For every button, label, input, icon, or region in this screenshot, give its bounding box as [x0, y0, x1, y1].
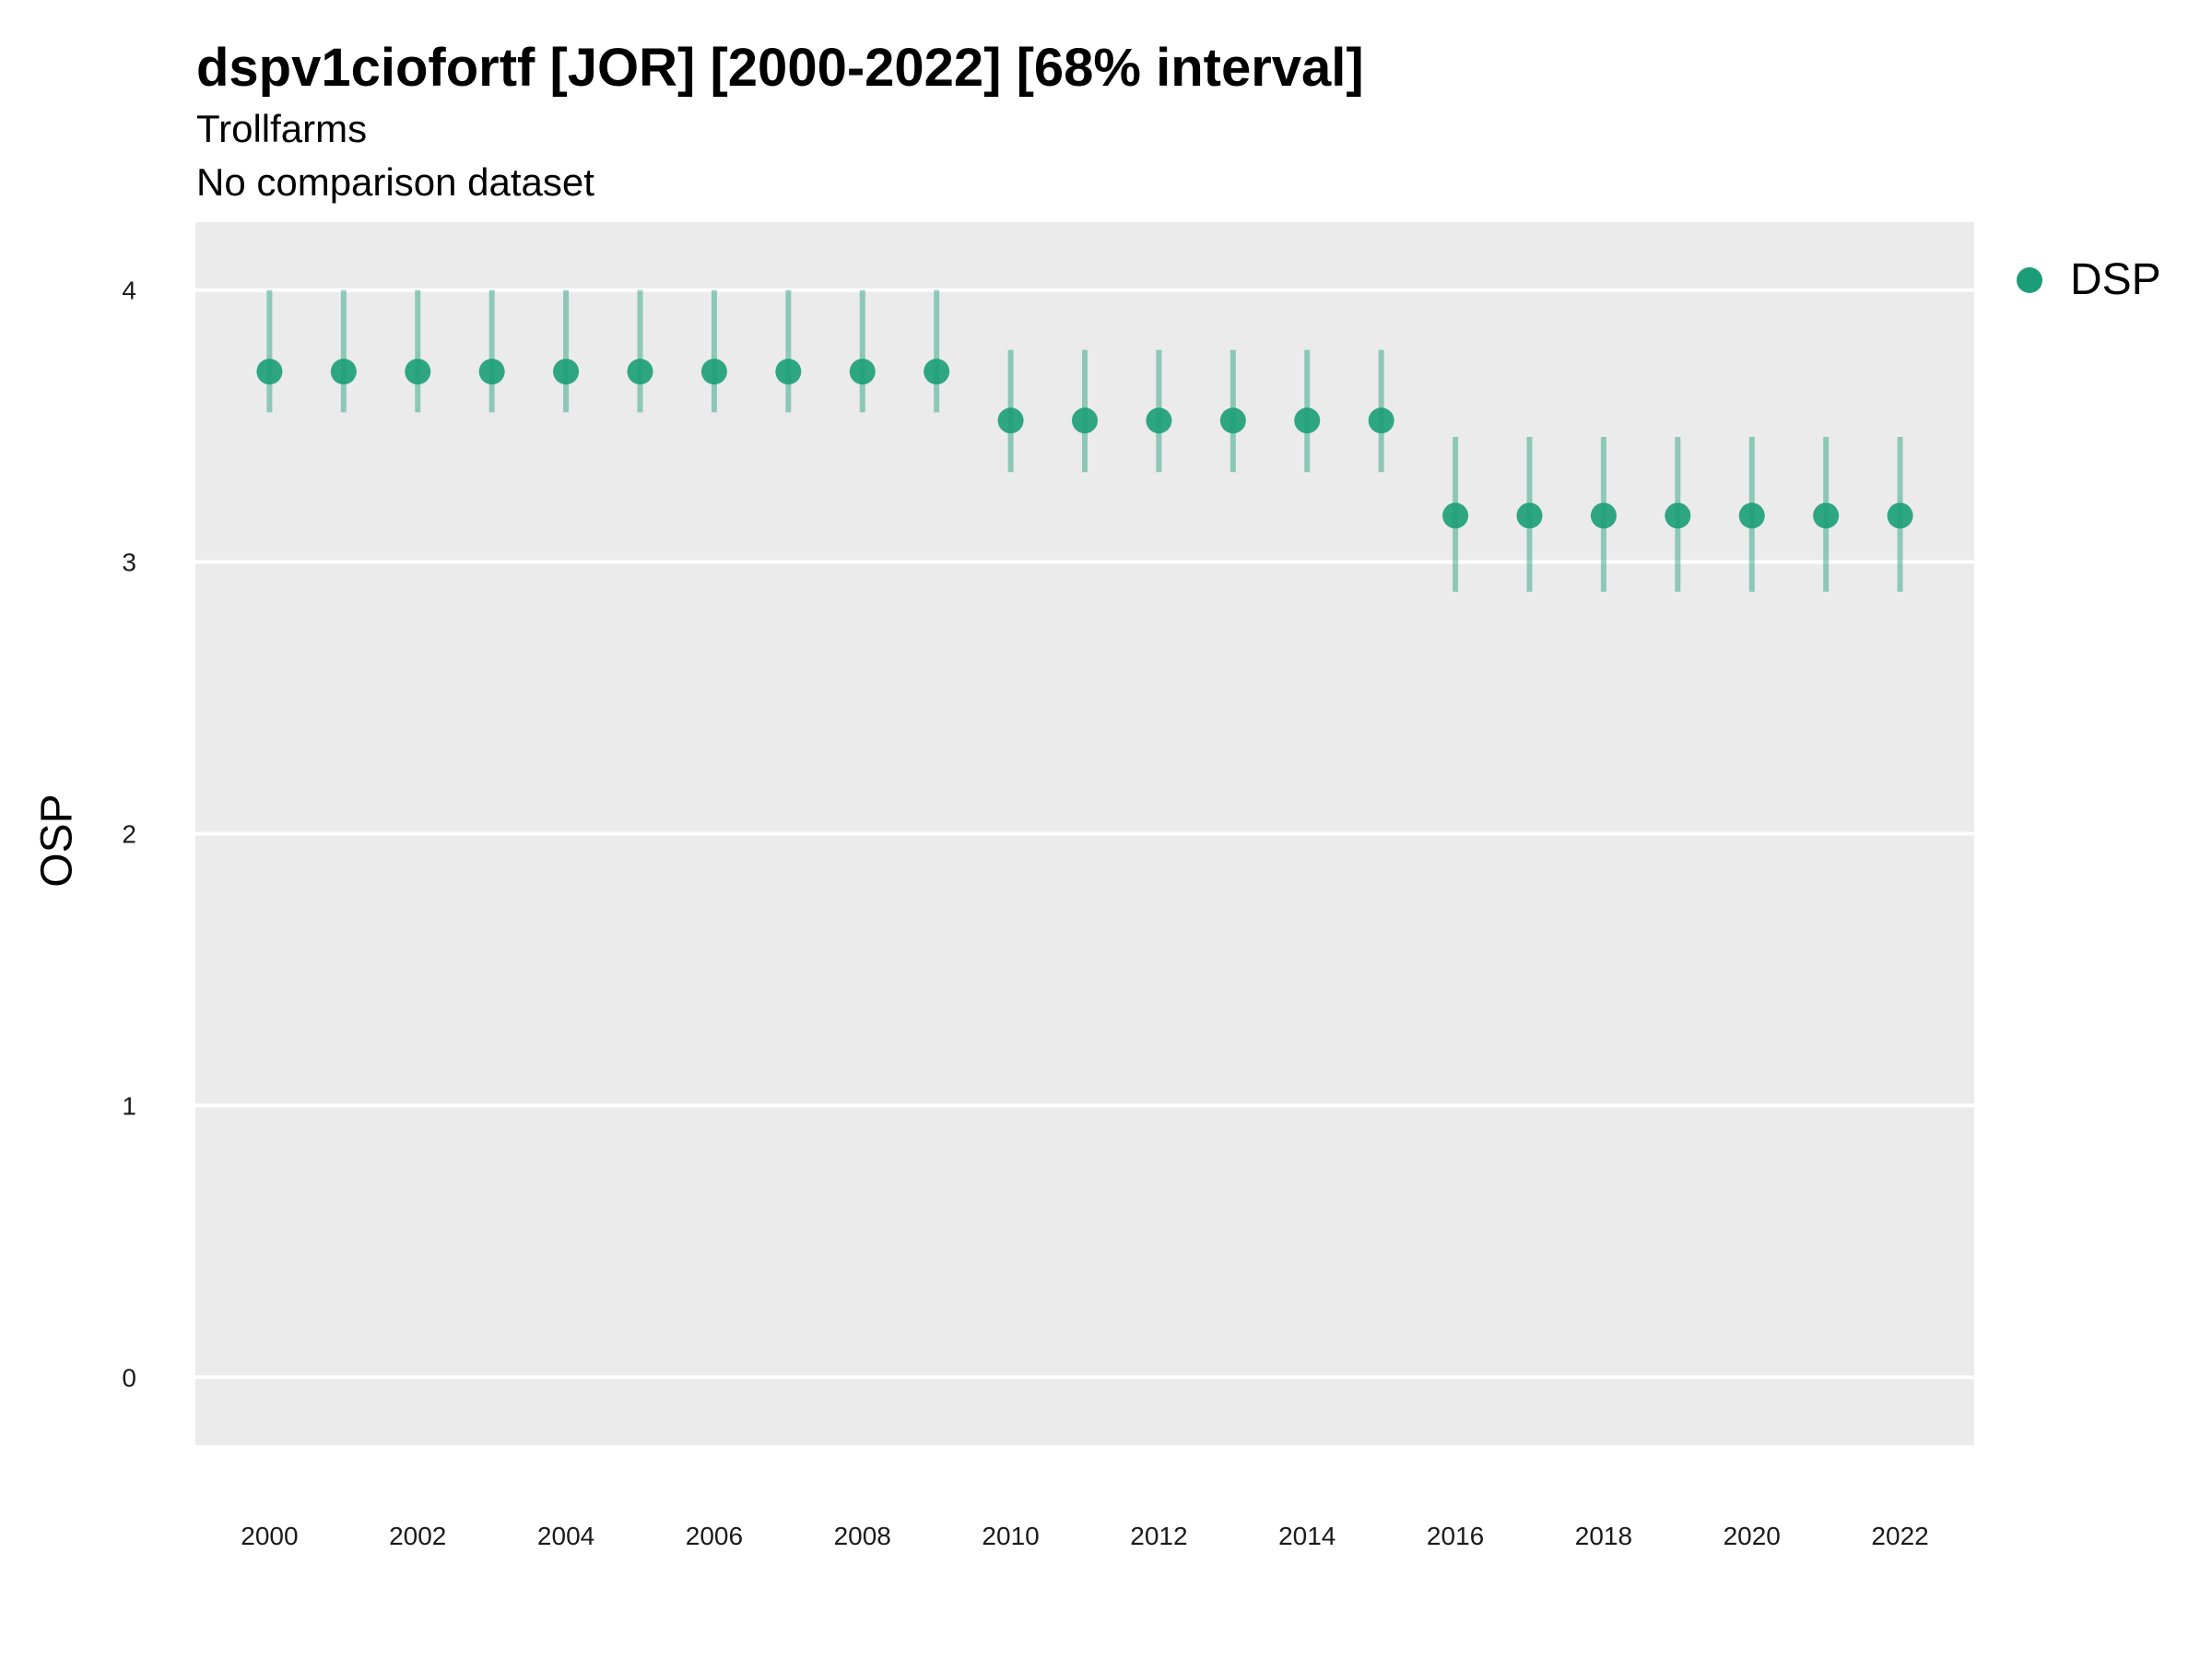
x-tick-label-2008: 2008 [834, 1522, 891, 1550]
data-points [256, 359, 1913, 529]
x-axis-ticks: 2000 2002 2004 2006 2008 2010 2012 2014 2016 2018… [241, 1522, 1928, 1550]
x-tick-label-2018: 2018 [1575, 1522, 1632, 1550]
data-point-2009 [924, 359, 950, 385]
data-point-2001 [330, 359, 357, 385]
data-point-2002 [405, 359, 431, 385]
data-point-2012 [1146, 407, 1172, 434]
data-point-2005 [627, 359, 653, 385]
y-tick-label-1: 1 [122, 1091, 136, 1120]
y-axis-ticks: 0 1 2 3 4 [122, 276, 136, 1393]
data-point-2010 [997, 407, 1024, 434]
y-tick-label-2: 2 [122, 820, 136, 849]
x-tick-label-2014: 2014 [1278, 1522, 1335, 1550]
x-tick-label-2006: 2006 [686, 1522, 743, 1550]
data-point-2017 [1516, 502, 1543, 529]
data-point-2014 [1294, 407, 1321, 434]
x-tick-label-2000: 2000 [241, 1522, 298, 1550]
legend-key-dsp [2017, 266, 2042, 293]
data-point-2020 [1738, 502, 1765, 529]
x-tick-label-2016: 2016 [1427, 1522, 1484, 1550]
y-tick-label-3: 3 [122, 548, 136, 577]
data-point-2022 [1887, 502, 1913, 529]
x-tick-label-2020: 2020 [1724, 1522, 1781, 1550]
data-point-2003 [478, 359, 505, 385]
data-point-2006 [700, 359, 727, 385]
y-tick-label-0: 0 [122, 1363, 136, 1392]
data-point-2021 [1813, 502, 1840, 529]
x-tick-label-2002: 2002 [389, 1522, 446, 1550]
data-point-2019 [1665, 502, 1691, 529]
x-tick-label-2010: 2010 [982, 1522, 1039, 1550]
legend: DSP [2017, 254, 2161, 305]
data-point-2008 [849, 359, 876, 385]
x-tick-label-2012: 2012 [1130, 1522, 1187, 1550]
data-point-2013 [1219, 407, 1246, 434]
chart-subtitle-comparison: No comparison dataset [196, 160, 594, 204]
x-tick-label-2022: 2022 [1871, 1522, 1928, 1550]
data-point-2016 [1442, 502, 1469, 529]
data-point-2004 [553, 359, 580, 385]
data-point-2018 [1590, 502, 1617, 529]
data-point-2011 [1072, 407, 1098, 434]
data-point-2000 [256, 359, 283, 385]
y-tick-label-4: 4 [122, 276, 136, 305]
data-point-2015 [1368, 407, 1394, 434]
data-point-2007 [775, 359, 802, 385]
chart-subtitle-source: Trollfarms [196, 107, 368, 150]
x-tick-label-2004: 2004 [537, 1522, 594, 1550]
gridlines [195, 288, 1974, 1380]
chart-title: dspv1ciofortf [JOR] [2000-2022] [68% int… [196, 38, 1364, 98]
legend-label-dsp: DSP [2070, 255, 2161, 304]
